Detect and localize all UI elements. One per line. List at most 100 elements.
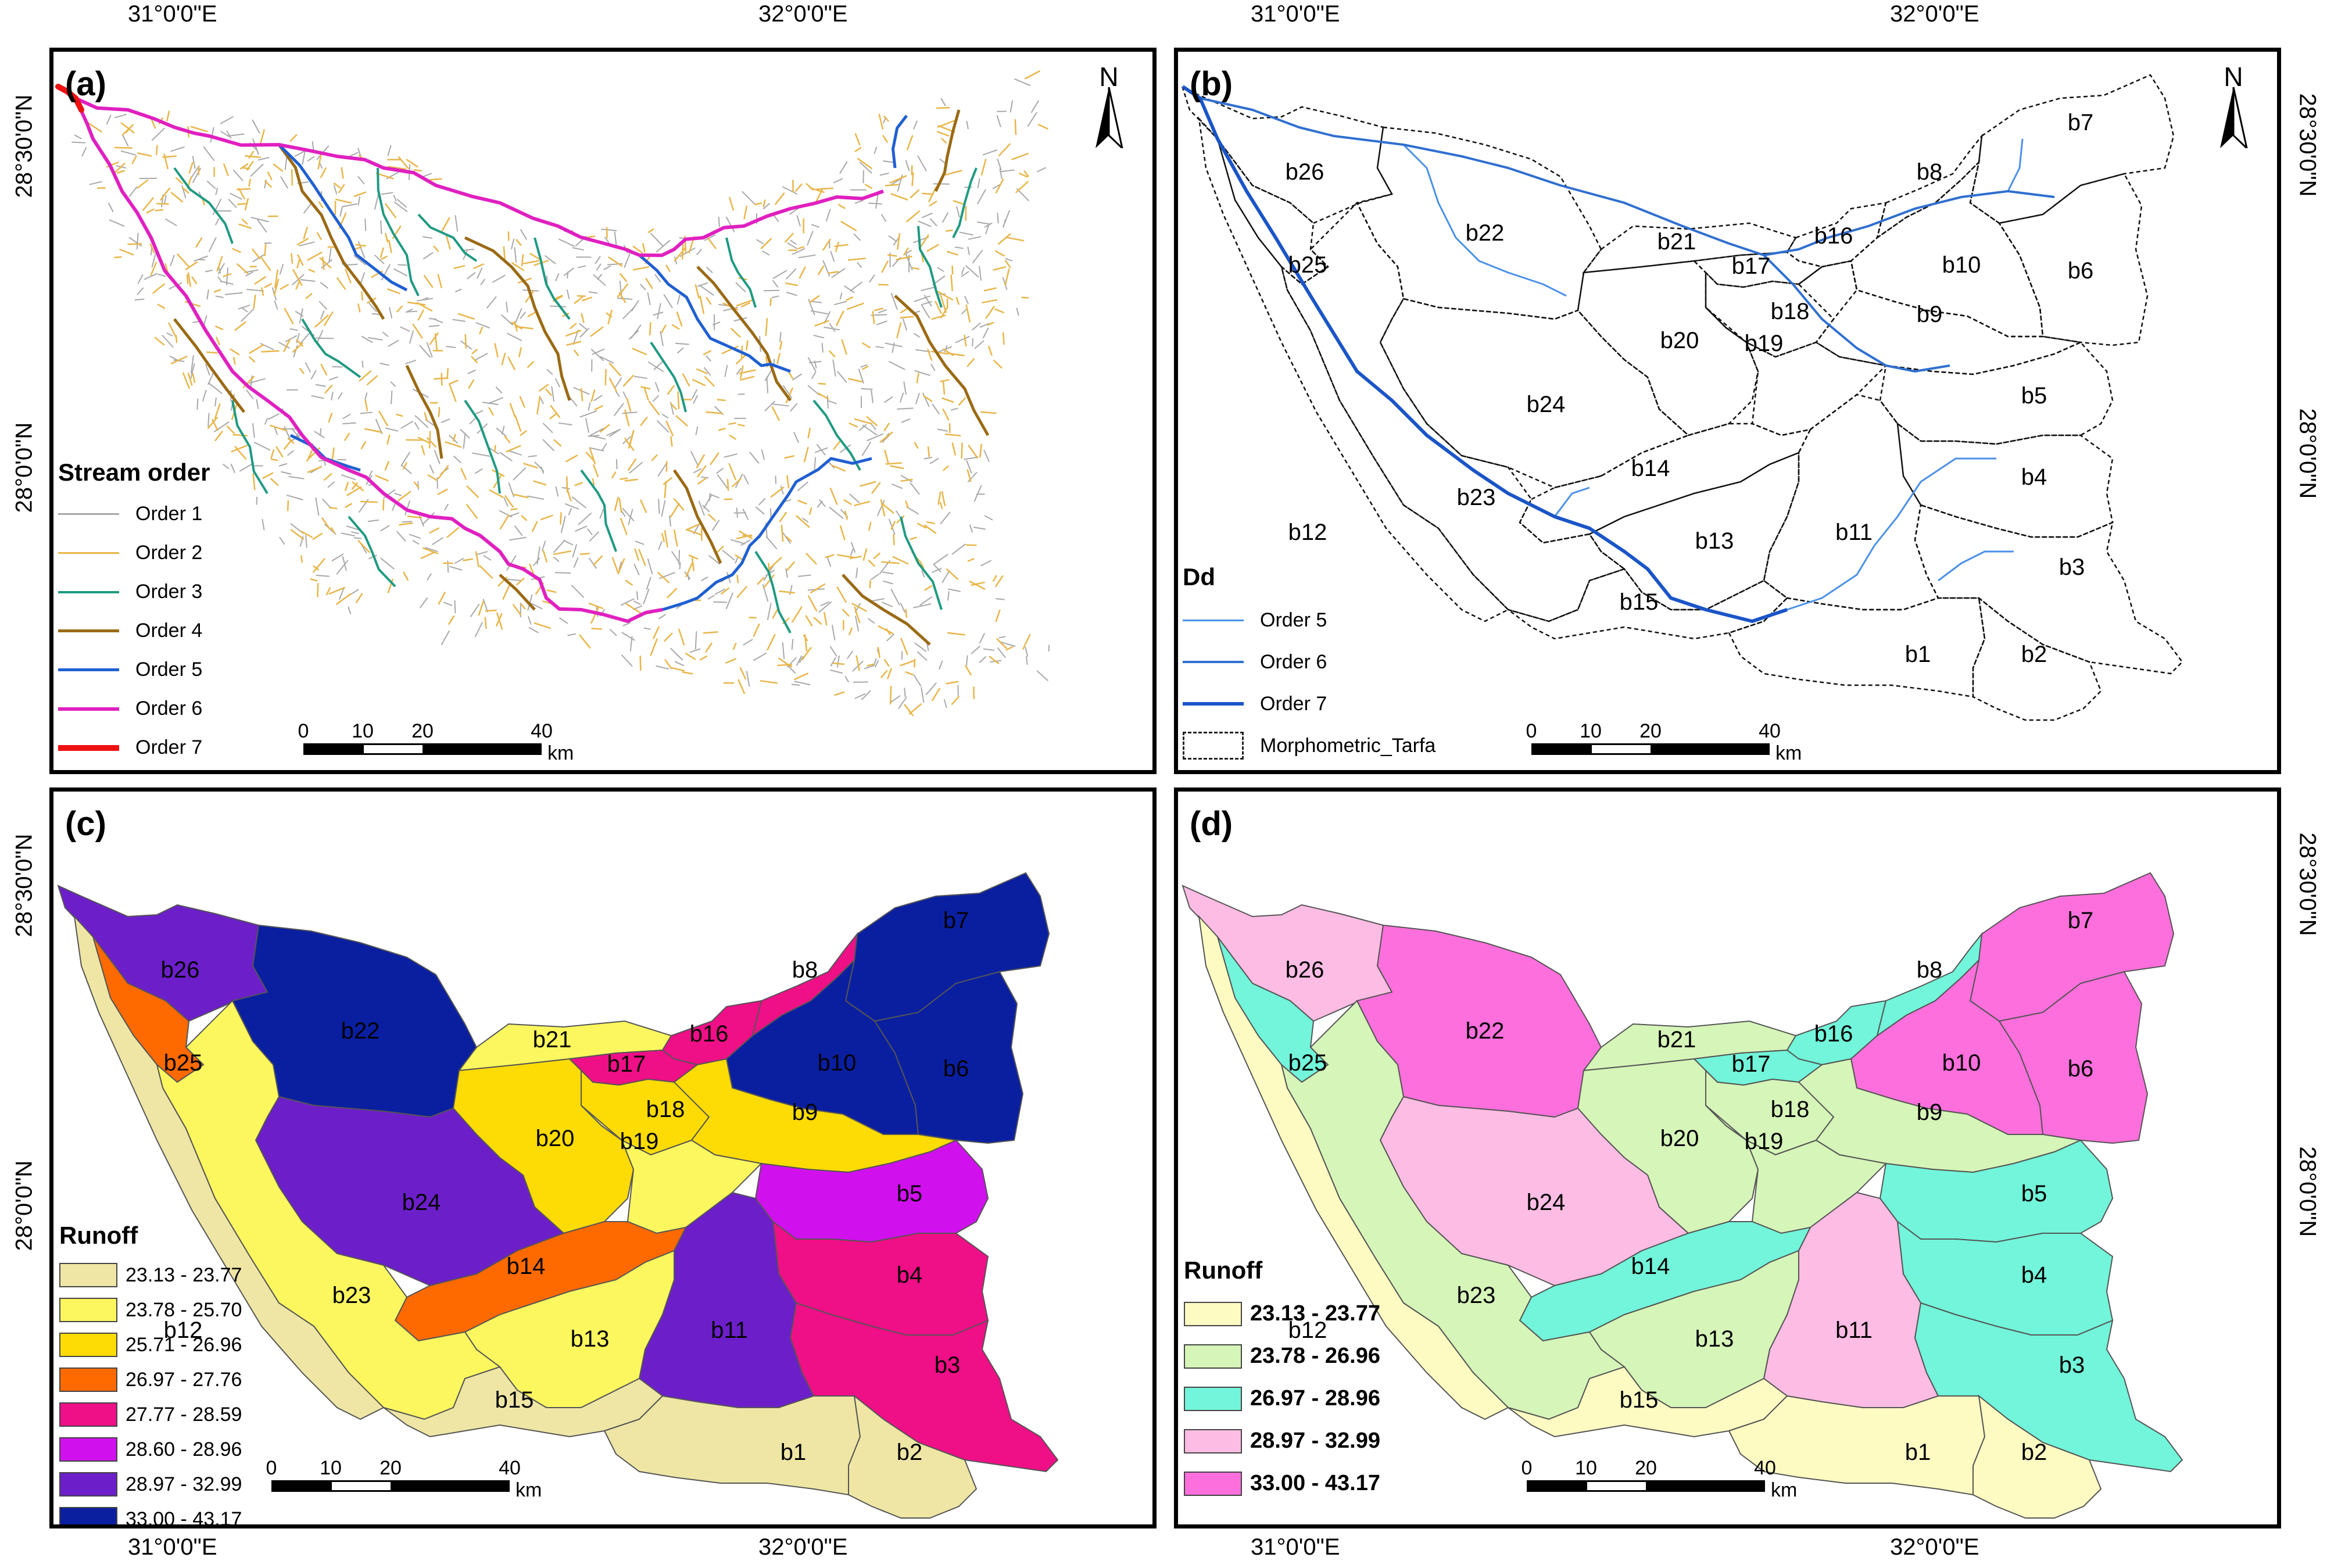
- legend-label: Order 1: [135, 503, 203, 525]
- channel-order-5: [1787, 457, 1996, 611]
- legend-item: 23.13 - 23.77: [1184, 1293, 1380, 1335]
- sub-basin-label-b13: b13: [1695, 528, 1734, 554]
- scale-tick-label: 0: [298, 720, 309, 742]
- legend-label: Order 6: [135, 697, 203, 719]
- sub-basin-label-b18: b18: [1771, 1097, 1810, 1122]
- order-3-stream: [173, 167, 234, 244]
- sub-basin-label-b15: b15: [1620, 589, 1659, 615]
- sub-basin-label-b23: b23: [332, 1283, 371, 1308]
- legend-swatch: [59, 1437, 117, 1462]
- sub-basin-outline-b1: [1728, 597, 1986, 698]
- sub-basin-b1: [1728, 1395, 1986, 1496]
- sub-basin-label-b26: b26: [1286, 159, 1324, 185]
- sub-basin-label-b14: b14: [507, 1254, 546, 1279]
- legend-label: 26.97 - 28.96: [1250, 1386, 1380, 1411]
- sub-basin-label-b15: b15: [495, 1387, 534, 1413]
- legend-label: Order 5: [135, 658, 203, 681]
- order-4-stream: [499, 574, 536, 611]
- legend-label: Order 2: [135, 542, 203, 564]
- channel-order-5: [1553, 486, 1590, 517]
- legend-item: 33.00 - 43.17: [1184, 1462, 1380, 1505]
- order-3-stream: [231, 400, 268, 495]
- sub-basin-label-b5: b5: [2021, 1181, 2047, 1207]
- order-4-stream: [173, 318, 245, 413]
- legend-swatch: [59, 1402, 117, 1427]
- scale-tick-label: 0: [1526, 720, 1537, 742]
- scale-tick-label: 20: [380, 1457, 402, 1479]
- legend-item: Order 6: [58, 689, 210, 728]
- sub-basin-label-b20: b20: [1660, 328, 1699, 353]
- stream-network-map: [55, 70, 1050, 717]
- sub-basin-label-b19: b19: [620, 1129, 659, 1154]
- order-4-stream: [277, 144, 385, 320]
- legend-label: 33.00 - 43.17: [1250, 1471, 1380, 1495]
- order-4-stream: [934, 109, 961, 192]
- sub-basin-label-b10: b10: [818, 1050, 857, 1076]
- left-latitude-label: 28°30'0"N: [11, 833, 37, 937]
- sub-basin-label-b9: b9: [1917, 1100, 1943, 1125]
- sub-basin-label-b24: b24: [1527, 1190, 1566, 1215]
- top-longitude-label: 32°0'0"E: [1890, 1, 1979, 27]
- order-3-stream: [534, 237, 571, 320]
- sub-basin-label-b17: b17: [1732, 253, 1771, 279]
- panel-d-runoff-map: b1 b2 b3 b4 b5 b6 b7 b8 b9 b10 b11 b12 b13 b14 b15 b16 b…: [1174, 787, 2281, 1528]
- left-latitude-label: 28°0'0"N: [11, 1160, 37, 1251]
- legend-swatch: [58, 513, 119, 515]
- sub-basin-outline-b3: [1914, 504, 2183, 675]
- legend-label: Order 5: [1260, 608, 1327, 631]
- sub-basin-outline-b14: [1519, 423, 1812, 544]
- north-arrow: N: [2213, 61, 2254, 148]
- sub-basin-b15: [1508, 1366, 1788, 1438]
- sub-basin-label-b1: b1: [1905, 642, 1931, 667]
- sub-basin-label-b13: b13: [1695, 1326, 1734, 1352]
- legend-swatch: [59, 1367, 117, 1392]
- sub-basin-label-b11: b11: [711, 1318, 748, 1343]
- channel-order-7: [1182, 85, 1788, 623]
- sub-basin-label-b8: b8: [1917, 957, 1943, 983]
- legend-swatch: [58, 552, 119, 554]
- legend-swatch: [1184, 1429, 1242, 1454]
- sub-basin-b15: [383, 1366, 664, 1438]
- sub-basin-label-b3: b3: [2059, 554, 2085, 580]
- legend-swatch: [1184, 1301, 1242, 1326]
- sub-basin-outline-b10: [1850, 160, 2044, 338]
- legend-swatch: [1183, 619, 1244, 621]
- sub-basin-label-b23: b23: [1457, 1283, 1496, 1308]
- sub-basin-label-b25: b25: [1288, 252, 1327, 278]
- legend-swatch: [1183, 661, 1244, 663]
- sub-basin-label-b6: b6: [2068, 258, 2094, 284]
- order-1-streams: [71, 78, 1050, 709]
- order-5-stream: [662, 457, 872, 611]
- order-5-stream: [892, 114, 908, 169]
- panel-label: (d): [1190, 805, 1233, 843]
- sub-basin-label-b20: b20: [536, 1126, 575, 1151]
- legend-item: Order 3: [58, 572, 210, 611]
- legend-item: Order 7: [1183, 683, 1435, 725]
- sub-basin-label-b2: b2: [2021, 642, 2047, 667]
- sub-basin-label-b14: b14: [1631, 456, 1670, 481]
- sub-basin-label-b2: b2: [2021, 1440, 2047, 1465]
- channel-order-5: [1938, 550, 2014, 582]
- sub-basin-label-b21: b21: [533, 1027, 572, 1053]
- legend-swatch: [59, 1507, 117, 1524]
- north-arrow-icon: [1096, 87, 1123, 148]
- sub-basin-b12: [1198, 914, 1509, 1420]
- legend-label: Order 7: [135, 736, 203, 758]
- top-longitude-label: 31°0'0"E: [1251, 1, 1340, 27]
- legend-label: 28.97 - 32.99: [126, 1473, 242, 1495]
- north-arrow-letter: N: [2224, 62, 2243, 92]
- right-latitude-label: 28°30'0"N: [2294, 832, 2321, 936]
- scale-tick-label: 10: [320, 1457, 342, 1479]
- panel-a-stream-order-map: (a) N Stream order Order 1 Order 2 Order 3…: [49, 48, 1157, 774]
- bottom-longitude-label: 32°0'0"E: [1890, 1534, 1979, 1560]
- panel-b-sub-basins-map: b1 b2 b3 b4 b5 b6 b7 b8 b9 b10 b11 b12 b13 b14 b15 b16 b…: [1174, 48, 2281, 774]
- legend-label: 26.97 - 27.76: [126, 1368, 242, 1391]
- sub-basin-label-b8: b8: [1917, 159, 1943, 185]
- legend-swatch: [59, 1333, 117, 1357]
- sub-basin-label-b24: b24: [1527, 392, 1566, 417]
- order-3-stream: [952, 167, 978, 238]
- bottom-longitude-label: 31°0'0"E: [1251, 1534, 1340, 1560]
- sub-basin-label-b18: b18: [1771, 299, 1810, 324]
- sub-basin-label-b22: b22: [1466, 220, 1505, 246]
